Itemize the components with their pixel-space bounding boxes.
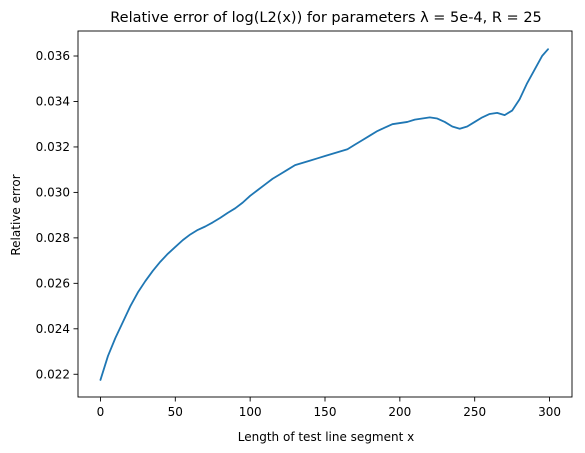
chart-title: Relative error of log(L2(x)) for paramet… <box>110 10 542 26</box>
y-tick-label: 0.036 <box>36 49 70 63</box>
y-tick-label: 0.024 <box>36 322 70 336</box>
y-axis: 0.022 0.024 0.026 0.028 0.030 0.032 0.034 0.036 <box>36 49 78 381</box>
plot-frame <box>77 30 573 398</box>
y-tick-label: 0.030 <box>36 186 70 200</box>
plot-area <box>77 30 573 398</box>
x-tick-label: 200 <box>388 405 411 419</box>
y-tick-label: 0.034 <box>36 95 70 109</box>
x-tick-label: 150 <box>314 405 337 419</box>
x-axis-label: Length of test line segment x <box>238 430 414 444</box>
y-tick-label: 0.026 <box>36 277 70 291</box>
y-tick-label: 0.022 <box>36 367 70 381</box>
y-tick-label: 0.032 <box>36 140 70 154</box>
x-tick-label: 50 <box>168 405 183 419</box>
x-axis: 0 50 100 150 200 250 300 <box>97 397 561 419</box>
series-line <box>99 48 549 381</box>
x-tick-label: 300 <box>538 405 561 419</box>
x-tick-label: 0 <box>97 405 105 419</box>
x-tick-label: 100 <box>239 405 262 419</box>
y-axis-label: Relative error <box>9 174 23 255</box>
y-tick-label: 0.028 <box>36 231 70 245</box>
x-tick-label: 250 <box>463 405 486 419</box>
